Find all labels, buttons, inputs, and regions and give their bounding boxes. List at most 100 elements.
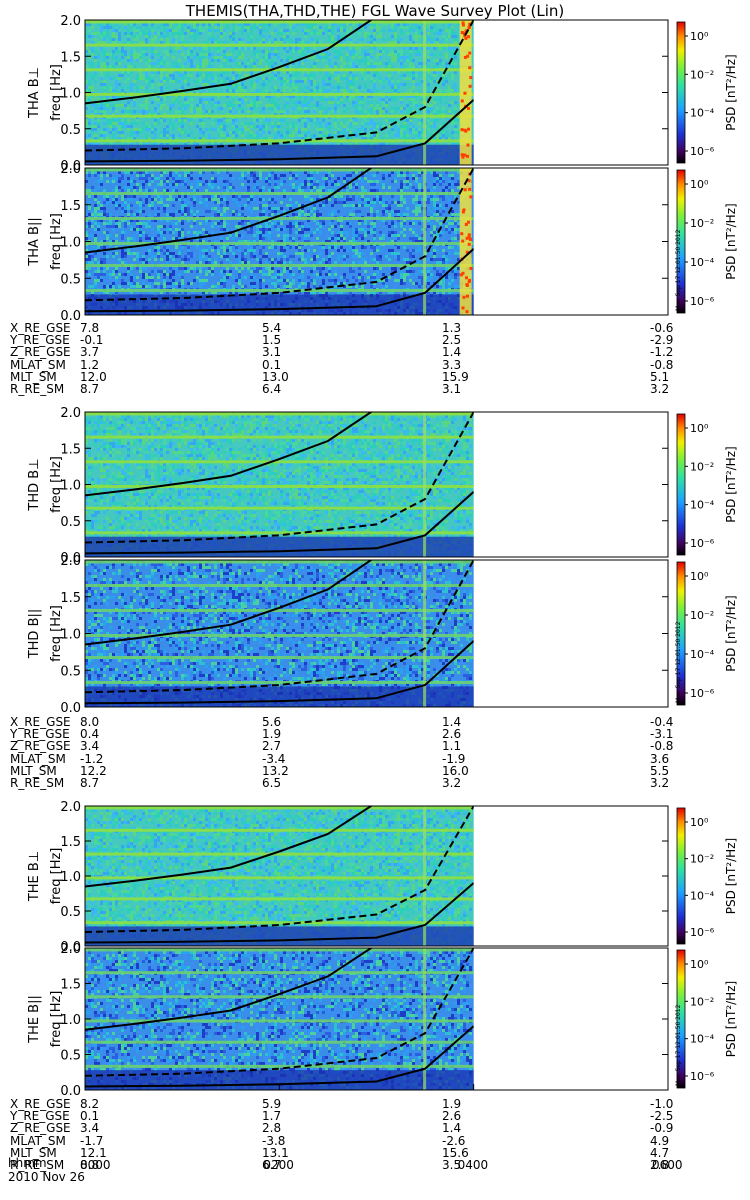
ephemeris-value: 6.5 — [262, 777, 281, 789]
colorbar-tick-label: 10⁻⁴ — [690, 499, 715, 512]
harmonic-line — [85, 168, 474, 172]
harmonic-line — [85, 876, 474, 880]
time-tick-label: 0600 — [652, 1158, 683, 1172]
harmonic-line — [85, 289, 474, 293]
harmonic-line — [85, 531, 474, 535]
ephemeris-label: Y_RE_GSE — [10, 728, 70, 740]
ephemeris-value: -3.4 — [262, 752, 285, 764]
colorbar-tick-label: 10⁻⁴ — [690, 256, 715, 269]
colorbar-tick-label: 10⁰ — [690, 422, 709, 435]
ephemeris-row: X_RE_GSE 8.2 5.9 1.9 -1.0 — [0, 1098, 750, 1110]
ephemeris-value: -3.8 — [262, 1134, 285, 1146]
colorbar-label: PSD [nT²/Hz] — [724, 981, 738, 1057]
panel-ylabel: THD B⊥ — [27, 458, 42, 511]
colorbar-tick-label: 10⁻⁴ — [690, 1033, 715, 1046]
harmonic-line — [85, 1064, 474, 1068]
y-tick-label: 1.5 — [60, 442, 81, 457]
overlay-line-dashed — [85, 806, 474, 933]
ephemeris-value: 13.2 — [262, 765, 289, 777]
overlay-line-dashed — [85, 948, 474, 1077]
overlay-line-dashed — [85, 412, 474, 544]
ephemeris-row: X_RE_GSE 8.0 5.6 1.4 -0.4 — [0, 716, 750, 728]
ephemeris-value: 2.8 — [262, 1122, 281, 1134]
y-tick-label: 0.0 — [60, 940, 81, 955]
harmonic-line — [85, 114, 474, 118]
ephemeris-value: 3.5 — [442, 1159, 461, 1171]
time-tick-label: 0400 — [458, 1158, 489, 1172]
ephemeris-value: 3.3 — [442, 358, 461, 370]
colorbar-label: PSD [nT²/Hz] — [724, 203, 738, 279]
ephemeris-label: Z_RE_GSE — [10, 346, 71, 358]
ephemeris-value: 3.4 — [80, 740, 99, 752]
panel-ylabel: THA B|| — [27, 217, 42, 266]
harmonic-line — [85, 1040, 474, 1044]
ephemeris-row: MLT_SM 12.0 13.0 15.9 5.1 — [0, 371, 750, 383]
event-stripe — [423, 168, 427, 315]
date-label: 2010 Nov 26 — [8, 1170, 85, 1184]
overlay-line-solid — [85, 491, 474, 555]
colorbar — [676, 561, 686, 706]
ephemeris-value: 1.4 — [442, 346, 461, 358]
harmonic-line — [85, 948, 474, 952]
low-freq-band — [85, 536, 474, 557]
event-stripe — [423, 20, 427, 165]
ephemeris-label: R_RE_SM — [10, 383, 64, 395]
ephemeris-value: 3.4 — [80, 1122, 99, 1134]
colorbar-tick-label: 10⁻⁶ — [690, 926, 715, 939]
ephemeris-value: 6.4 — [262, 383, 281, 395]
panel-yunits: freq [Hz] — [49, 64, 64, 121]
y-tick-label: 2.0 — [60, 942, 81, 957]
ephemeris-label: MLAT_SM — [10, 358, 66, 370]
panel-yunits: freq [Hz] — [49, 848, 64, 905]
ephemeris-value: 1.7 — [262, 1110, 281, 1122]
event-stripe — [423, 948, 427, 1090]
panel-the-perp: 0.0 0.5 1.0 1.5 2.0 THE B⊥ freq [Hz] 10⁰ 10⁻² 10⁻… — [27, 800, 738, 955]
y-tick-label: 0.5 — [60, 1049, 81, 1064]
panel-yunits: freq [Hz] — [49, 213, 64, 270]
colorbar-tick-label: 10⁻² — [690, 853, 714, 866]
harmonic-line — [85, 828, 474, 832]
y-tick-label: 0.0 — [60, 309, 81, 324]
panel-yunits: freq [Hz] — [49, 991, 64, 1048]
ephemeris-row: Y_RE_GSE -0.1 1.5 2.5 -2.9 — [0, 334, 750, 346]
ephemeris-row: Z_RE_GSE 3.4 2.8 1.4 -0.9 — [0, 1122, 750, 1134]
ephemeris-value: 5.5 — [650, 765, 669, 777]
ephemeris-label: R_RE_SM — [10, 1159, 64, 1171]
timestamp-stamp: Mon Sep 17 12:01:50 2012 — [675, 621, 682, 703]
ephemeris-value: 5.4 — [262, 322, 281, 334]
colorbar-tick-label: 10⁻⁶ — [690, 1070, 715, 1083]
ephemeris-label: MLT_SM — [10, 371, 57, 383]
harmonic-line — [85, 681, 474, 685]
colorbar-label: PSD [nT²/Hz] — [724, 595, 738, 671]
y-tick-label: 1.0 — [60, 236, 81, 251]
y-tick-label: 1.0 — [60, 479, 81, 494]
y-tick-label: 1.5 — [60, 978, 81, 993]
ephemeris-value: 8.7 — [80, 777, 99, 789]
low-freq-band — [85, 686, 474, 707]
ephemeris-value: -2.9 — [650, 334, 673, 346]
ephemeris-value: -0.8 — [650, 358, 673, 370]
ephemeris-row: Z_RE_GSE 3.7 3.1 1.4 -1.2 — [0, 346, 750, 358]
ephemeris-label: X_RE_GSE — [10, 1098, 71, 1110]
y-tick-label: 0.5 — [60, 905, 81, 920]
time-tick-label: 0000 — [80, 1158, 111, 1172]
panel-thd-perp: 0.0 0.5 1.0 1.5 2.0 THD B⊥ freq [Hz] 10⁰ 10⁻² 10⁻… — [27, 406, 738, 566]
y-tick-label: 0.0 — [60, 1084, 81, 1099]
colorbar-tick-label: 10⁻² — [690, 217, 714, 230]
panel-ylabel: THD B|| — [27, 609, 42, 660]
ephemeris-tha: X_RE_GSE 7.8 5.4 1.3 -0.6 Y_RE_GSE -0.1 1.5 2.5 -… — [0, 322, 750, 395]
colorbar — [676, 21, 686, 164]
colorbar-tick-label: 10⁻² — [690, 68, 714, 81]
event-stripe — [423, 806, 427, 946]
ephemeris-value: 12.0 — [80, 371, 107, 383]
ephemeris-value: 4.9 — [650, 1134, 669, 1146]
ephemeris-value: 5.9 — [262, 1098, 281, 1110]
ephemeris-value: -1.2 — [80, 752, 103, 764]
ephemeris-value: 1.9 — [262, 728, 281, 740]
y-tick-label: 2.0 — [60, 162, 81, 177]
harmonic-line — [85, 506, 474, 510]
y-tick-label: 1.5 — [60, 50, 81, 65]
colorbar — [676, 949, 686, 1089]
harmonic-line — [85, 583, 474, 587]
ephemeris-row: MLAT_SM 1.2 0.1 3.3 -0.8 — [0, 358, 750, 370]
